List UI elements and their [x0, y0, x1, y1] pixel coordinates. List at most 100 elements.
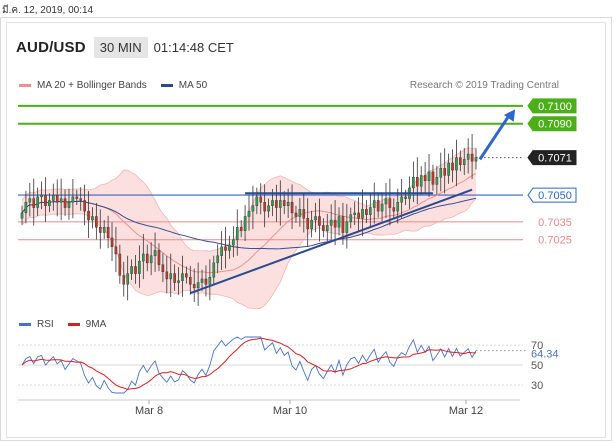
candle	[169, 253, 173, 297]
candle-body	[59, 198, 63, 203]
trendlines	[189, 109, 516, 295]
candle-body	[48, 200, 51, 206]
candle	[357, 197, 360, 233]
candle	[451, 149, 454, 183]
candle	[71, 179, 75, 219]
candle	[67, 188, 71, 220]
candle-body	[310, 219, 313, 230]
candle	[75, 189, 79, 206]
price-label-0.7090: 0.7090	[527, 116, 577, 132]
candle-body	[243, 216, 247, 231]
candle-body	[181, 273, 184, 281]
price-label-text: 0.7100	[538, 101, 572, 113]
candle	[255, 187, 259, 215]
rsi-tick-label: 50	[531, 360, 543, 372]
candle	[439, 152, 443, 192]
candle-body	[259, 196, 263, 203]
candle	[310, 210, 313, 238]
candle-body	[439, 168, 443, 178]
candle-body	[443, 168, 446, 176]
legend-9ma: 9MA	[67, 319, 106, 330]
candle-body	[235, 226, 239, 240]
x-tick-label: Mar 8	[135, 405, 163, 417]
candle-body	[130, 266, 133, 274]
candle-body	[361, 209, 364, 219]
candle-body	[208, 276, 212, 285]
candle-body	[157, 250, 161, 265]
candle-body	[290, 202, 294, 214]
candle-body	[462, 159, 466, 165]
candle-body	[474, 157, 478, 162]
price-label-0.7071: 0.7071	[527, 150, 577, 166]
candle-body	[325, 225, 329, 231]
candle	[455, 139, 458, 187]
candle	[106, 215, 110, 249]
candle	[52, 183, 55, 211]
candle-body	[40, 194, 43, 198]
timeframe-badge[interactable]: 30 MIN	[93, 36, 148, 58]
legend-rsi: RSI	[19, 319, 54, 330]
candle-body	[372, 200, 376, 208]
candle-body	[185, 273, 188, 278]
rsi-line	[21, 336, 477, 394]
candle	[404, 189, 407, 206]
candle-body	[396, 202, 400, 212]
candle-body	[435, 177, 439, 185]
candle	[306, 198, 310, 247]
candle	[333, 200, 337, 246]
candle	[83, 184, 86, 226]
candle	[188, 265, 192, 295]
candle	[427, 154, 431, 197]
candle	[380, 192, 384, 222]
candle	[376, 193, 380, 218]
candle-body	[177, 280, 180, 283]
candle	[118, 244, 122, 284]
candle-body	[20, 212, 24, 219]
x-tick-label: Mar 10	[273, 405, 307, 417]
candle-body	[161, 264, 165, 273]
candle-body	[153, 250, 157, 256]
candle-body	[28, 198, 32, 203]
candle-body	[376, 200, 380, 212]
candle	[130, 259, 133, 281]
candle-body	[451, 162, 454, 171]
candle-body	[106, 226, 110, 239]
candle	[349, 207, 353, 229]
candle-body	[349, 214, 353, 223]
candle	[435, 165, 439, 195]
candle	[114, 226, 118, 272]
candle	[98, 209, 102, 249]
candle-body	[247, 210, 251, 217]
candle	[185, 266, 188, 284]
candle	[59, 178, 63, 221]
candle	[243, 205, 247, 242]
candle-body	[392, 207, 396, 212]
ma50-line	[21, 197, 477, 250]
price-label-0.7035: 0.7035	[538, 217, 572, 229]
candle-body	[329, 219, 333, 226]
candle	[412, 161, 415, 203]
x-axis: Mar 8 Mar 10 Mar 12	[18, 399, 520, 417]
candle-body	[286, 202, 290, 206]
candle-body	[32, 198, 36, 208]
candle-body	[423, 175, 427, 181]
candle-body	[224, 246, 227, 251]
price-label-text: 0.7025	[538, 235, 572, 247]
candle	[196, 262, 200, 306]
candle	[415, 157, 419, 205]
candle	[322, 218, 325, 238]
candle-body	[333, 219, 337, 228]
rising-trendline	[189, 188, 473, 295]
rsi-tick-label: 70	[531, 340, 543, 352]
candle	[145, 244, 149, 272]
candle-body	[118, 253, 122, 276]
candle	[149, 242, 153, 276]
candle-body	[255, 196, 259, 206]
candle	[419, 166, 423, 195]
candle	[302, 193, 306, 233]
candle-body	[67, 202, 71, 208]
candle	[400, 179, 403, 219]
candle-body	[419, 175, 423, 187]
candle-body	[138, 260, 141, 274]
candle	[267, 198, 270, 218]
